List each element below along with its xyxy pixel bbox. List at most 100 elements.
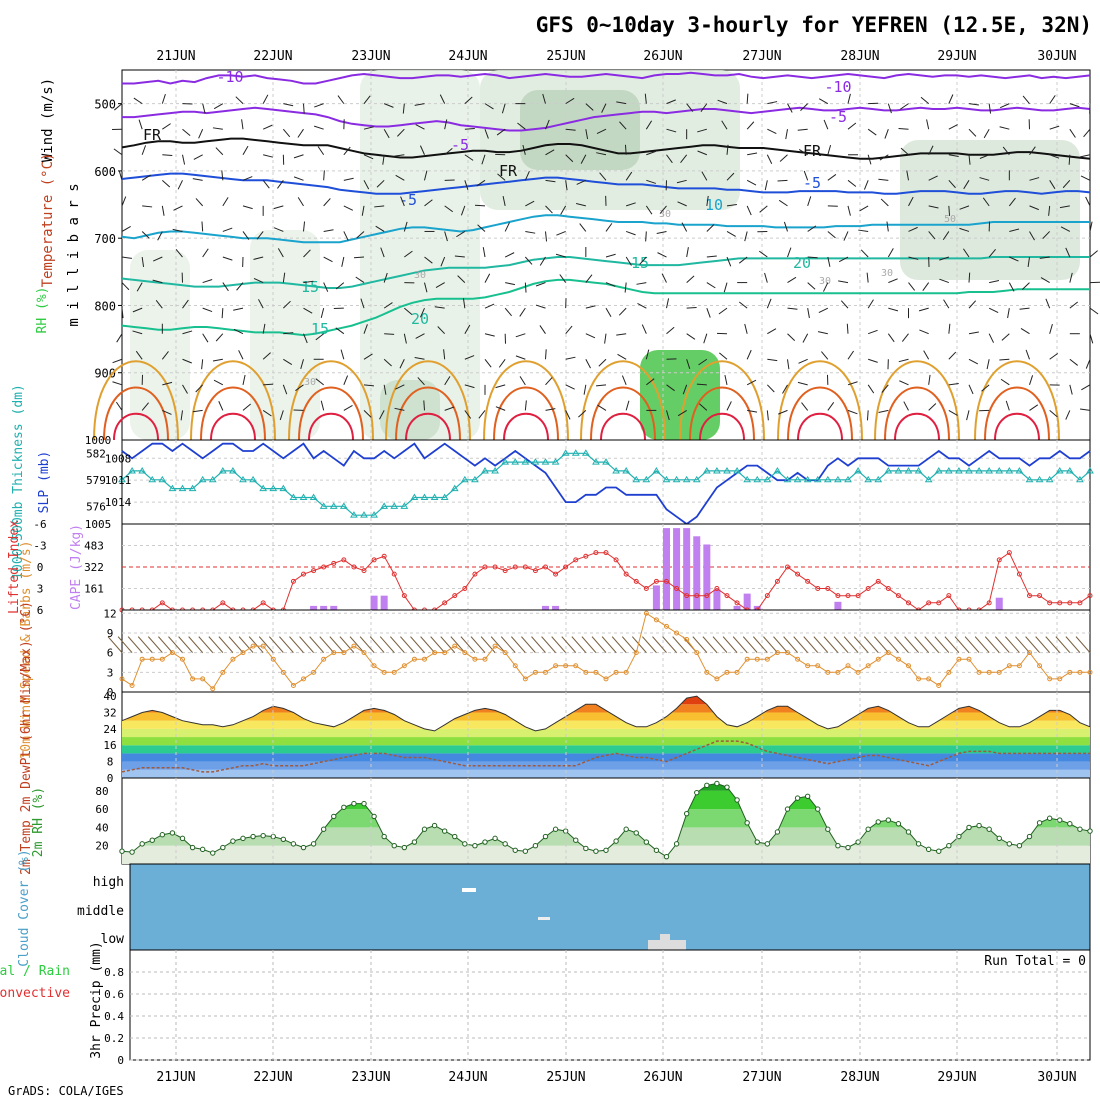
- wind-barb: [982, 197, 990, 207]
- thickness-marker: [914, 466, 923, 474]
- surface-wind-barb: [742, 636, 758, 653]
- cape-bar: [834, 601, 842, 610]
- thickness-marker: [612, 466, 620, 474]
- lifted-index-marker: [674, 586, 680, 591]
- wind-barb: [152, 279, 163, 284]
- wind-barb: [135, 350, 143, 360]
- surface-wind-barb: [490, 636, 506, 653]
- wind-barb: [323, 282, 329, 292]
- wind-speed-marker: [442, 650, 448, 656]
- surface-wind-barb: [803, 636, 819, 653]
- wind-barb: [867, 384, 875, 394]
- wind-barb: [625, 230, 636, 236]
- top-day-label: 29JUN: [937, 49, 976, 64]
- rh-marker: [704, 782, 710, 789]
- surface-wind-barb: [914, 636, 930, 653]
- slp-panel-frame: [121, 439, 1091, 525]
- wind-barb: [121, 226, 131, 232]
- wind-speed-marker: [643, 610, 649, 616]
- rh-marker: [925, 846, 932, 853]
- isotherm-label: 15: [311, 320, 329, 338]
- surface-wind-barb: [198, 636, 214, 653]
- rh-marker: [976, 822, 982, 829]
- surface-wind-barb: [652, 636, 667, 653]
- rh-marker: [895, 821, 902, 827]
- wind-barb: [133, 97, 143, 105]
- rh-marker: [825, 826, 831, 832]
- temp-band: [122, 720, 1090, 729]
- warm-isotherm: [190, 360, 276, 441]
- rh-marker: [633, 830, 639, 836]
- wind-barb: [696, 383, 707, 386]
- wind-barb: [202, 279, 213, 284]
- wind-barb: [919, 329, 929, 335]
- wind-barb: [454, 255, 465, 258]
- wind-barb: [1045, 298, 1051, 309]
- wind-barb: [686, 306, 697, 309]
- wind-speed-marker: [633, 650, 639, 656]
- wind-barb: [903, 401, 909, 411]
- lifted-index-marker: [774, 578, 780, 584]
- lifted-index-marker: [785, 564, 790, 570]
- wind-barb: [524, 170, 530, 181]
- wind-barb: [1049, 95, 1056, 104]
- wind-barb: [646, 150, 656, 156]
- wind-barb: [759, 205, 768, 213]
- wind-barb: [738, 256, 748, 264]
- warm-isotherm: [974, 360, 1060, 441]
- wind-barb: [182, 299, 189, 309]
- wind-barb: [444, 119, 448, 130]
- rh-marker: [673, 841, 680, 847]
- warm-isotherm: [797, 412, 843, 441]
- wind-barb: [764, 272, 768, 283]
- wind-barb: [404, 307, 413, 315]
- isotherm-label: 30: [659, 209, 671, 220]
- rh-shading: [520, 90, 640, 170]
- surface-wind-barb: [339, 636, 355, 653]
- cape-tick-label: 322: [84, 561, 104, 574]
- wind-barb: [1065, 247, 1071, 258]
- wind-barb: [726, 401, 732, 411]
- rh-marker: [1026, 833, 1033, 840]
- lifted-index-marker: [653, 578, 659, 584]
- surface-wind-barb: [672, 636, 688, 653]
- lifted-index-marker: [361, 568, 367, 574]
- thickness-marker: [662, 475, 671, 483]
- rh2m-tick-label: 20: [95, 840, 108, 853]
- rh-marker: [300, 844, 307, 851]
- wind-barb: [395, 174, 405, 181]
- wind-barb: [565, 384, 575, 390]
- rh-marker: [694, 789, 700, 796]
- wind-barb: [337, 95, 345, 104]
- wind-barb: [1069, 301, 1079, 309]
- wind-barb: [303, 280, 314, 284]
- wind-barb: [263, 154, 273, 158]
- wind-barb: [152, 256, 163, 262]
- wind-speed-marker: [1047, 676, 1053, 682]
- wind-barb: [424, 170, 428, 181]
- surface-wind-barb: [752, 636, 768, 653]
- wind-barb: [363, 384, 374, 387]
- wind-barb: [235, 96, 244, 104]
- wind-barb: [867, 154, 872, 165]
- top-day-label: 25JUN: [546, 49, 585, 64]
- wind-barb: [802, 333, 809, 343]
- low-cloud-patch: [648, 940, 686, 950]
- wind-speed-marker: [1057, 676, 1063, 682]
- wind-barb: [999, 358, 1010, 361]
- surface-wind-barb: [984, 636, 1000, 653]
- wind-barb: [173, 205, 183, 211]
- isotherm-label: -5: [803, 174, 821, 192]
- thickness-marker: [884, 466, 893, 474]
- thickness-marker: [682, 475, 691, 483]
- cloud-level-label: low: [101, 932, 125, 947]
- rh-marker: [1057, 817, 1063, 823]
- wind-barb: [596, 152, 607, 156]
- thickness-marker: [501, 458, 510, 465]
- wind-barb: [637, 303, 647, 309]
- wind-barb: [182, 154, 186, 165]
- thickness-marker: [299, 493, 308, 500]
- surface-wind-barb: [430, 636, 446, 653]
- surface-wind-barb: [188, 636, 204, 653]
- wind-barb: [1040, 277, 1050, 284]
